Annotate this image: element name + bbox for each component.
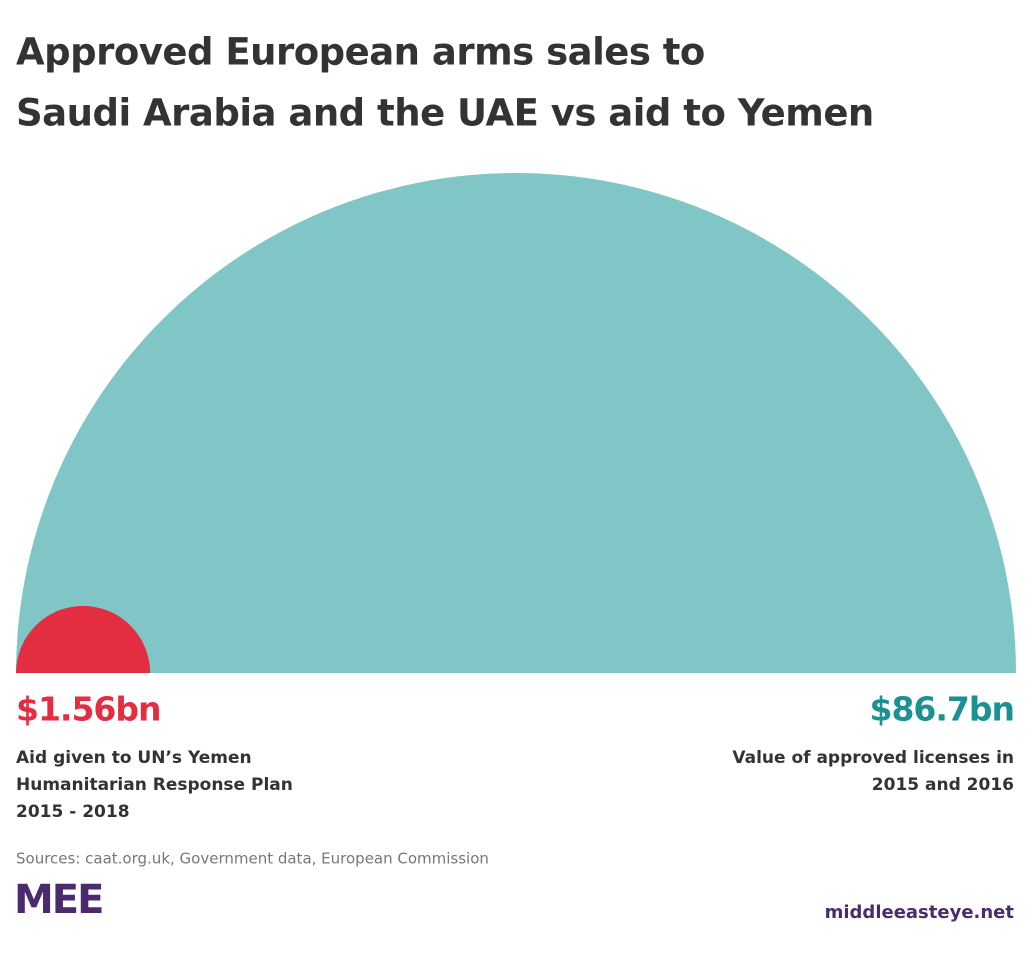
item-label: Humanitarian Response Plan	[16, 775, 293, 795]
value-label: $86.7bn	[870, 690, 1015, 729]
value-label: $1.56bn	[16, 690, 161, 729]
item-label: 2015 - 2018	[16, 802, 130, 822]
item-label: Aid given to UN’s Yemen	[16, 748, 252, 768]
source: Sources: caat.org.uk, Government data, E…	[16, 850, 489, 868]
semicircle	[16, 173, 1016, 673]
logo: MEE	[14, 877, 102, 923]
chart-title: Saudi Arabia and the UAE vs aid to Yemen	[16, 92, 874, 135]
chart-title: Approved European arms sales to	[16, 31, 705, 74]
semicircles	[16, 173, 1016, 673]
semicircle	[16, 605, 151, 673]
item-label: 2015 and 2016	[872, 775, 1014, 795]
item-label: Value of approved licenses in	[732, 748, 1014, 768]
site: middleeasteye.net	[825, 902, 1015, 923]
